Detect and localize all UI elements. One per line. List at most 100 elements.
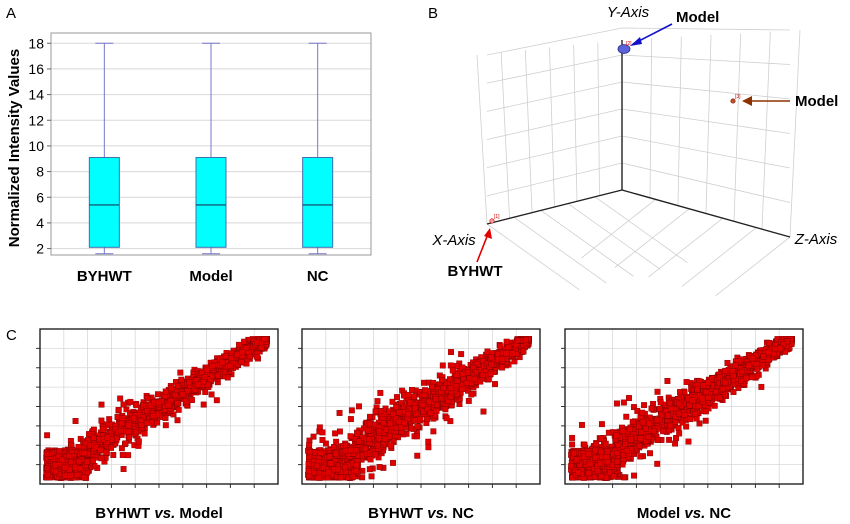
scatter-point [509,350,516,357]
scatter-point [342,447,349,454]
scatter-point [394,394,400,401]
scatter-point [77,465,84,472]
3d-y-axis-label: Y-Axis [607,4,650,21]
scatter-points [43,336,270,481]
scatter-point [332,450,339,457]
3d-gridline [681,227,757,287]
scatter-point [676,430,683,437]
scatter-point [597,435,604,442]
scatter-point [639,409,646,416]
scatter-point [591,474,598,481]
scatter-point [766,339,773,346]
box-nc [302,42,334,255]
scatter-point [155,399,162,406]
scatter-point [603,454,610,460]
box-byhwt [88,42,120,255]
scatter-point [569,441,576,448]
scatter-point [322,440,329,447]
scatter-point [646,414,653,421]
scatter-point [683,423,690,430]
scatter-point [162,388,169,395]
scatter-point [433,408,440,414]
scatter-point [44,465,51,472]
scatter-point [629,418,636,425]
scatter-point [604,448,611,455]
scatter-title: BYHWT vs. NC [368,505,474,522]
scatter-title-part: Model [637,505,685,522]
scatter-point [238,358,245,365]
scatter-point [117,395,124,402]
scatter-point [347,416,354,423]
scatter-point [409,387,415,393]
scatter-points [305,336,532,481]
scatter-title-part: vs. [684,505,705,522]
scatter-point [578,421,585,428]
scatter-point [98,417,105,424]
scatter-point [319,437,326,443]
3d-gridline [581,199,656,259]
scatter-point [208,391,215,398]
scatter-point [356,403,362,410]
scatter-point [372,408,379,415]
scatter-point [325,469,332,476]
box-y-tick-label: 6 [36,189,44,205]
scatter-point [97,447,104,453]
scatter-point [440,384,447,391]
scatter-point [209,363,216,370]
3d-gridline [594,196,688,263]
3d-gridline [500,52,510,219]
scatter-point [120,401,127,408]
panel-a-letter: A [6,5,16,22]
scatter-point [125,422,132,429]
scatter-point [458,351,465,358]
scatter-point [389,411,396,417]
scatter-point [414,452,421,459]
3d-z-axis-line [621,189,791,238]
box-x-label: NC [307,268,329,285]
box-series [88,42,334,255]
scatter-point [349,473,356,480]
scatter-title: BYHWT vs. Model [95,505,223,522]
scatter-title-part: NC [705,505,731,522]
3d-gridline [486,54,791,84]
scatter-point [120,466,127,473]
scatter-point [56,448,63,455]
scatter-point [488,354,495,361]
box-plot-area [50,32,372,256]
scatter-point [703,388,710,395]
scatter-point [119,415,126,422]
scatter-point [178,376,185,383]
box-y-tick-label: 12 [28,112,44,128]
scatter-point [592,454,599,461]
scatter-point [104,434,111,441]
scatter-point [72,464,78,471]
scatter-point [332,430,339,437]
scatter-point [118,445,125,452]
scatter-point [505,344,512,350]
scatter-point [672,440,679,447]
scatter-point [593,440,600,447]
arrow-to-byhwt [476,233,489,263]
scatter-point [179,391,186,398]
scatter-point [627,436,634,443]
scatter-point [412,405,419,412]
scatter-point [666,400,673,407]
box-iqr [302,156,334,248]
box-iqr [195,156,227,248]
scatter-point [488,361,495,368]
scatter-point [454,378,461,385]
scatter-point [597,460,604,467]
scatter-point [716,374,723,381]
scatter-point [620,399,627,406]
scatter-point [413,433,420,440]
scatter-point [44,432,51,439]
scatter-point [44,451,50,457]
scatter-point [335,466,342,473]
scatter-point [480,408,487,415]
scatter-point [149,412,156,419]
scatter-point [771,345,778,352]
scatter-point [241,338,248,345]
scatter-point [447,376,453,383]
scatter-point [447,394,454,401]
